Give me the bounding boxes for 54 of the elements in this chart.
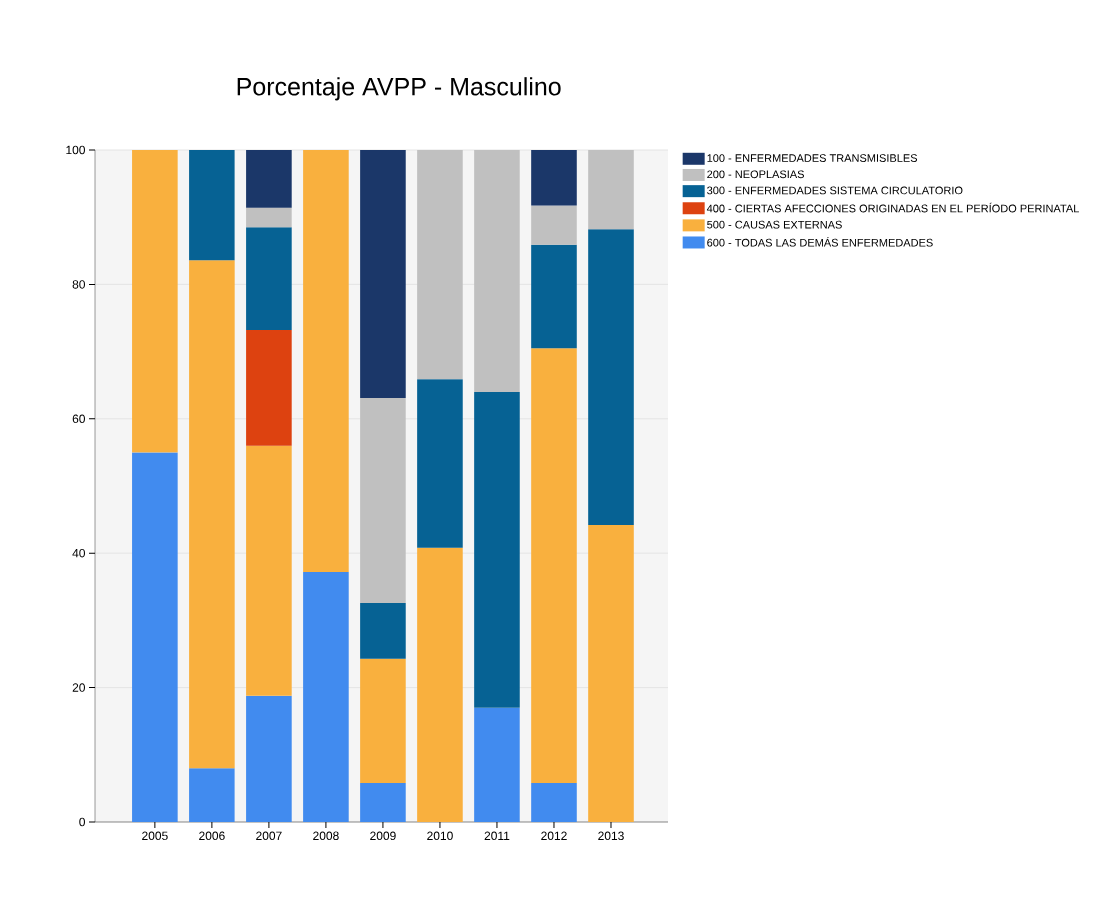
bar	[531, 244, 577, 349]
x-tick-label: 2006	[199, 831, 225, 841]
bar	[246, 445, 292, 696]
bar	[360, 658, 406, 784]
x-tick-label: 2013	[598, 831, 624, 841]
bar	[132, 149, 178, 453]
y-tick-label: 0	[79, 817, 86, 827]
bar	[360, 149, 406, 398]
bar	[588, 229, 634, 525]
bar	[360, 602, 406, 659]
bar	[189, 768, 235, 822]
x-tick-label: 2009	[370, 831, 396, 841]
bar	[246, 695, 292, 822]
x-tick-label: 2007	[256, 831, 282, 841]
y-tick-label: 20	[72, 683, 85, 692]
bar	[531, 149, 577, 206]
bar	[417, 547, 463, 822]
bar	[303, 572, 349, 822]
x-tick-label: 2010	[427, 831, 453, 841]
bar	[246, 207, 292, 228]
bar	[360, 783, 406, 822]
legend-label: 600 - TODAS LAS DEMÁS ENFERMEDADES	[707, 236, 933, 247]
x-tick-label: 2008	[313, 831, 339, 841]
bar	[303, 149, 349, 573]
bar	[531, 205, 577, 245]
bar	[474, 391, 520, 708]
bar	[531, 348, 577, 784]
bar	[360, 397, 406, 603]
x-tick-label: 2005	[142, 831, 168, 841]
x-tick-label: 2012	[541, 831, 567, 841]
bar	[474, 149, 520, 392]
bar	[246, 227, 292, 331]
y-tick-label: 80	[72, 280, 85, 289]
bar	[417, 379, 463, 548]
bar	[189, 149, 235, 261]
legend-label: 300 - ENFERMEDADES SISTEMA CIRCULATORIO	[707, 186, 963, 195]
x-tick-label: 2011	[484, 831, 510, 841]
legend-label: 500 - CAUSAS EXTERNAS	[707, 220, 842, 229]
bar	[588, 524, 634, 822]
legend-label: 100 - ENFERMEDADES TRANSMISIBLES	[707, 154, 918, 162]
bar	[246, 149, 292, 208]
y-tick-label: 60	[72, 414, 85, 424]
legend-label: 200 - NEOPLASIAS	[707, 170, 804, 179]
bar	[189, 260, 235, 769]
chart-title: Porcentaje AVPP - Masculino	[237, 77, 561, 101]
bar	[417, 149, 463, 380]
bar	[531, 783, 577, 822]
y-tick-label: 40	[72, 548, 85, 558]
bar	[474, 707, 520, 822]
bar	[588, 149, 634, 230]
bar	[132, 452, 178, 822]
legend-label: 400 - CIERTAS AFECCIONES ORIGINADAS EN EL PERÍODO PERINATAL	[706, 202, 1079, 213]
bar	[246, 330, 292, 446]
y-tick-label: 100	[66, 145, 85, 155]
